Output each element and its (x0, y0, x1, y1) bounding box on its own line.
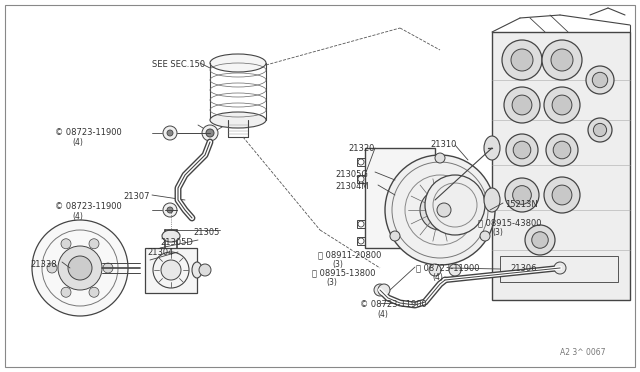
Bar (492, 32, 630, 300)
Text: 21310: 21310 (430, 140, 456, 149)
Circle shape (553, 141, 571, 159)
Circle shape (552, 185, 572, 205)
Circle shape (163, 126, 177, 140)
Circle shape (89, 287, 99, 297)
Circle shape (58, 246, 102, 290)
Circle shape (103, 263, 113, 273)
Bar (357, 237, 365, 245)
Bar (500, 256, 618, 282)
Text: © 08723-11900: © 08723-11900 (55, 202, 122, 211)
Text: (3): (3) (492, 228, 503, 237)
Text: 15213N: 15213N (505, 200, 538, 209)
Text: (3): (3) (332, 260, 343, 269)
Text: (3): (3) (326, 278, 337, 287)
Circle shape (552, 95, 572, 115)
Circle shape (199, 264, 211, 276)
Circle shape (89, 239, 99, 249)
Circle shape (206, 129, 214, 137)
Text: 21304: 21304 (147, 248, 173, 257)
Text: Ⓝ 08911-20800: Ⓝ 08911-20800 (318, 250, 381, 259)
Bar (435, 200, 453, 220)
Circle shape (532, 232, 548, 248)
Circle shape (390, 231, 400, 241)
Circle shape (551, 49, 573, 71)
Text: 21304M: 21304M (335, 182, 369, 191)
Circle shape (525, 225, 555, 255)
Circle shape (542, 40, 582, 80)
Circle shape (546, 134, 578, 166)
Circle shape (588, 118, 612, 142)
Text: (4): (4) (432, 273, 443, 282)
Circle shape (554, 262, 566, 274)
Text: 21307: 21307 (123, 192, 150, 201)
Circle shape (544, 177, 580, 213)
Circle shape (449, 264, 461, 276)
Text: 21306: 21306 (510, 264, 536, 273)
Text: SEE SEC.150: SEE SEC.150 (152, 60, 205, 69)
Circle shape (505, 178, 539, 212)
Circle shape (502, 40, 542, 80)
Text: A2 3^ 0067: A2 3^ 0067 (560, 348, 605, 357)
Ellipse shape (162, 230, 180, 242)
Circle shape (167, 207, 173, 213)
Circle shape (202, 125, 218, 141)
Text: Ⓗ 08915-43800: Ⓗ 08915-43800 (478, 218, 541, 227)
Text: 21305: 21305 (193, 228, 220, 237)
Circle shape (161, 260, 181, 280)
Ellipse shape (210, 54, 266, 72)
Circle shape (513, 141, 531, 159)
Ellipse shape (484, 136, 500, 160)
Circle shape (163, 203, 177, 217)
Circle shape (480, 231, 490, 241)
Text: (4): (4) (72, 138, 83, 147)
Bar (357, 175, 365, 183)
Circle shape (420, 190, 460, 230)
Circle shape (61, 239, 71, 249)
Text: 21320: 21320 (348, 144, 374, 153)
Circle shape (425, 175, 485, 235)
Circle shape (586, 66, 614, 94)
Text: (4): (4) (72, 212, 83, 221)
Circle shape (68, 256, 92, 280)
Circle shape (385, 155, 495, 265)
Circle shape (511, 49, 533, 71)
Bar (365, 148, 435, 248)
Text: 21305G: 21305G (335, 170, 368, 179)
Text: © 08723-11900: © 08723-11900 (360, 300, 427, 309)
Circle shape (430, 200, 450, 220)
Text: 21338: 21338 (30, 260, 56, 269)
Text: 21305D: 21305D (160, 238, 193, 247)
Circle shape (47, 263, 57, 273)
Circle shape (435, 153, 445, 163)
Circle shape (513, 186, 531, 204)
Circle shape (506, 134, 538, 166)
Ellipse shape (210, 112, 266, 128)
Ellipse shape (484, 188, 500, 212)
Ellipse shape (192, 262, 202, 278)
Circle shape (378, 284, 390, 296)
Text: © 08723-11900: © 08723-11900 (55, 128, 122, 137)
Bar (357, 158, 365, 166)
Text: Ⓦ 08915-13800: Ⓦ 08915-13800 (312, 268, 376, 277)
Text: Ⓔ 08723-11900: Ⓔ 08723-11900 (416, 263, 479, 272)
Circle shape (504, 87, 540, 123)
Circle shape (429, 264, 441, 276)
Bar (357, 220, 365, 228)
Circle shape (374, 284, 386, 296)
Circle shape (437, 203, 451, 217)
Circle shape (512, 95, 532, 115)
Circle shape (593, 124, 607, 137)
Circle shape (61, 287, 71, 297)
Circle shape (544, 87, 580, 123)
Circle shape (592, 72, 608, 88)
Bar (145, 248, 197, 293)
Circle shape (167, 130, 173, 136)
Circle shape (32, 220, 128, 316)
Text: (4): (4) (377, 310, 388, 319)
